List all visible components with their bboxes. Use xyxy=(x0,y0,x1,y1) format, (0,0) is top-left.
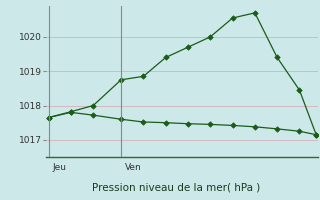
Text: Jeu: Jeu xyxy=(52,163,66,172)
Text: Ven: Ven xyxy=(124,163,141,172)
Text: Pression niveau de la mer( hPa ): Pression niveau de la mer( hPa ) xyxy=(92,182,260,192)
